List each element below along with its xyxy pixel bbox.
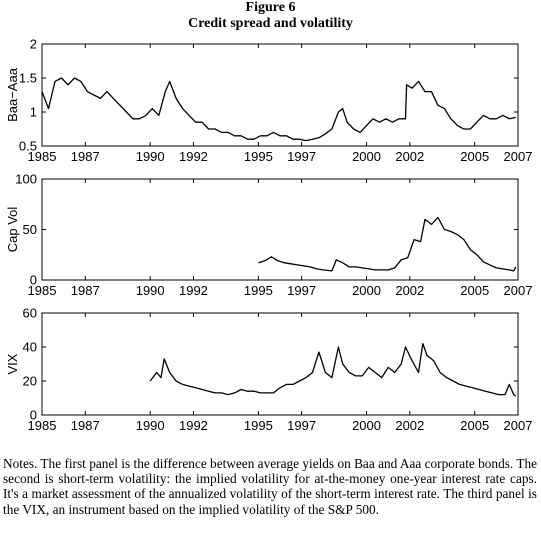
spread-x-tick-label: 2007 (504, 149, 533, 164)
capvol-x-tick-label: 2000 (352, 283, 381, 298)
spread-x-tick-label: 1995 (244, 149, 273, 164)
spread-x-tick-label: 2005 (460, 149, 489, 164)
spread-x-tick-label: 2000 (352, 149, 381, 164)
spread-x-tick-label: 1992 (179, 149, 208, 164)
spread-y-tick-label: 1.5 (19, 71, 37, 86)
spread-x-tick-label: 1997 (287, 149, 316, 164)
vix-y-tick-label: 0 (30, 408, 37, 423)
vix-y-tick-label: 20 (23, 374, 37, 389)
panel-vix: 1985 1987 1990 1992 1995 1997 2000 2002 2005 2007… (5, 306, 532, 434)
spread-y-tick-label: 0.5 (19, 139, 37, 154)
capvol-x-tick-label: 1987 (71, 283, 100, 298)
vix-plot-frame (41, 312, 519, 416)
capvol-y-tick-label: 0 (30, 273, 37, 288)
capvol-x-tick-label: 1985 (28, 283, 57, 298)
vix-x-tick-label: 1995 (244, 418, 273, 433)
spread-x-tick-label: 1985 (28, 149, 57, 164)
vix-y-axis-label: VIX (5, 353, 20, 374)
vix-x-tick-label: 1997 (287, 418, 316, 433)
capvol-x-tick-label: 1992 (179, 283, 208, 298)
capvol-x-tick-label: 1997 (287, 283, 316, 298)
figure-panels: 1985 1987 1990 1992 1995 1997 2000 2002 2005 2007… (5, 37, 532, 434)
capvol-x-tick-label: 2002 (395, 283, 424, 298)
capvol-x-tick-label: 2007 (504, 283, 533, 298)
capvol-x-tick-label: 1995 (244, 283, 273, 298)
vix-series-line (149, 342, 517, 397)
capvol-y-axis-label: Cap Vol (5, 207, 20, 253)
spread-x-tick-label: 2002 (395, 149, 424, 164)
vix-x-tick-label: 1985 (28, 418, 57, 433)
vix-x-tick-label: 2000 (352, 418, 381, 433)
spread-plot-frame (41, 43, 519, 147)
spread-series-line (41, 77, 516, 142)
capvol-y-tick-label: 100 (15, 172, 37, 187)
panel-spread: 1985 1987 1990 1992 1995 1997 2000 2002 2005 2007… (5, 37, 532, 165)
spread-x-tick-label: 1987 (71, 149, 100, 164)
figure-number: Figure 6 (245, 0, 296, 15)
vix-x-tick-label: 1992 (179, 418, 208, 433)
capvol-y-tick-label: 50 (23, 222, 37, 237)
figure-title: Credit spread and volatility (188, 16, 353, 31)
vix-x-tick-label: 1987 (71, 418, 100, 433)
vix-x-tick-label: 1990 (136, 418, 165, 433)
vix-y-tick-label: 60 (23, 306, 37, 321)
figure-notes: Notes. The first panel is the difference… (3, 456, 537, 517)
panel-capvol: 1985 1987 1990 1992 1995 1997 2000 2002 2005 2007… (5, 172, 532, 299)
spread-x-tick-label: 1990 (136, 149, 165, 164)
capvol-x-tick-label: 1990 (136, 283, 165, 298)
vix-x-tick-label: 2007 (504, 418, 533, 433)
spread-y-tick-label: 2 (30, 37, 37, 52)
vix-x-tick-label: 2002 (395, 418, 424, 433)
spread-y-axis-label: Baa−Aaa (5, 67, 20, 122)
capvol-x-tick-label: 2005 (460, 283, 489, 298)
spread-y-tick-label: 1 (30, 105, 37, 120)
vix-y-tick-label: 40 (23, 340, 37, 355)
capvol-series-line (258, 216, 517, 272)
vix-x-tick-label: 2005 (460, 418, 489, 433)
